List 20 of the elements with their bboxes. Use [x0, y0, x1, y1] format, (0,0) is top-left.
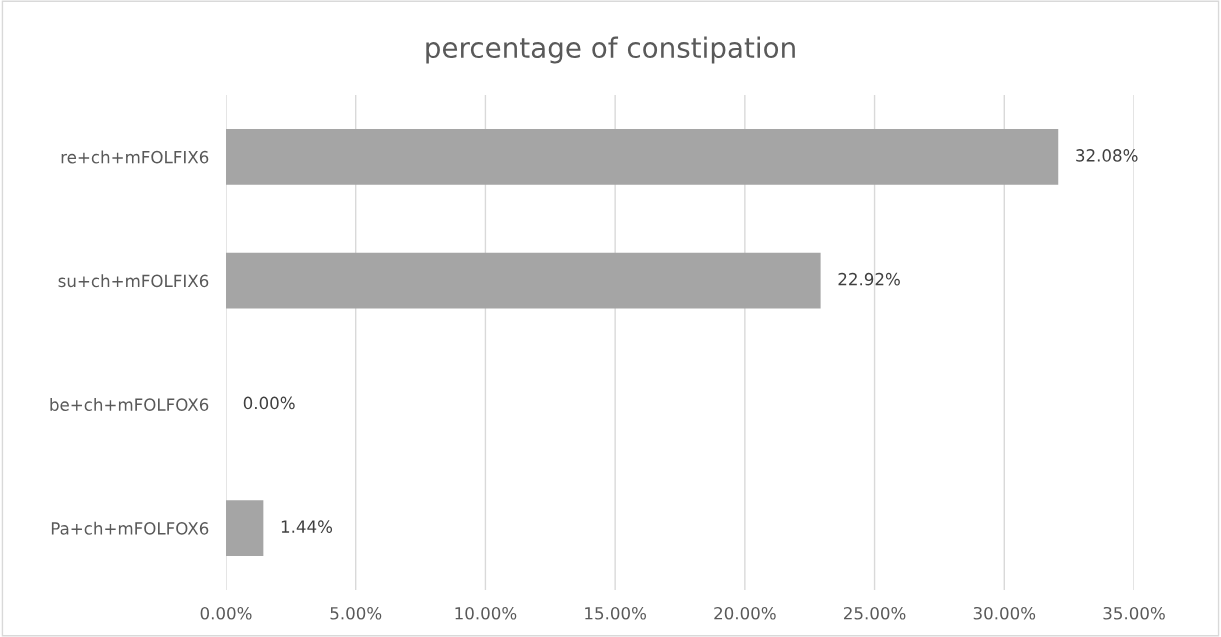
x-tick-label: 25.00%: [844, 606, 906, 620]
x-tick-label: 15.00%: [585, 606, 646, 620]
data-label: 32.08%: [1076, 149, 1138, 162]
y-tick-label: be+ch+mFOLFOX6: [50, 398, 209, 411]
y-tick-label: su+ch+mFOLFIX6: [58, 274, 209, 288]
bar: [226, 252, 821, 309]
bar: [226, 129, 1059, 185]
data-label: 0.00%: [243, 396, 295, 410]
bar: [226, 500, 264, 556]
y-tick-label: re+ch+mFOLFIX6: [61, 150, 209, 164]
x-tick-label: 0.00%: [200, 606, 252, 620]
data-label: 1.44%: [281, 520, 333, 533]
y-tick-label: Pa+ch+mFOLFOX6: [51, 521, 209, 535]
x-tick-label: 30.00%: [973, 606, 1036, 620]
x-tick-label: 10.00%: [455, 606, 517, 620]
x-tick-label: 20.00%: [714, 606, 776, 620]
x-tick-label: 35.00%: [1103, 606, 1165, 620]
data-label: 22.92%: [838, 272, 900, 286]
x-tick-label: 5.00%: [330, 606, 382, 620]
chart-title: percentage of constipation: [426, 36, 795, 64]
